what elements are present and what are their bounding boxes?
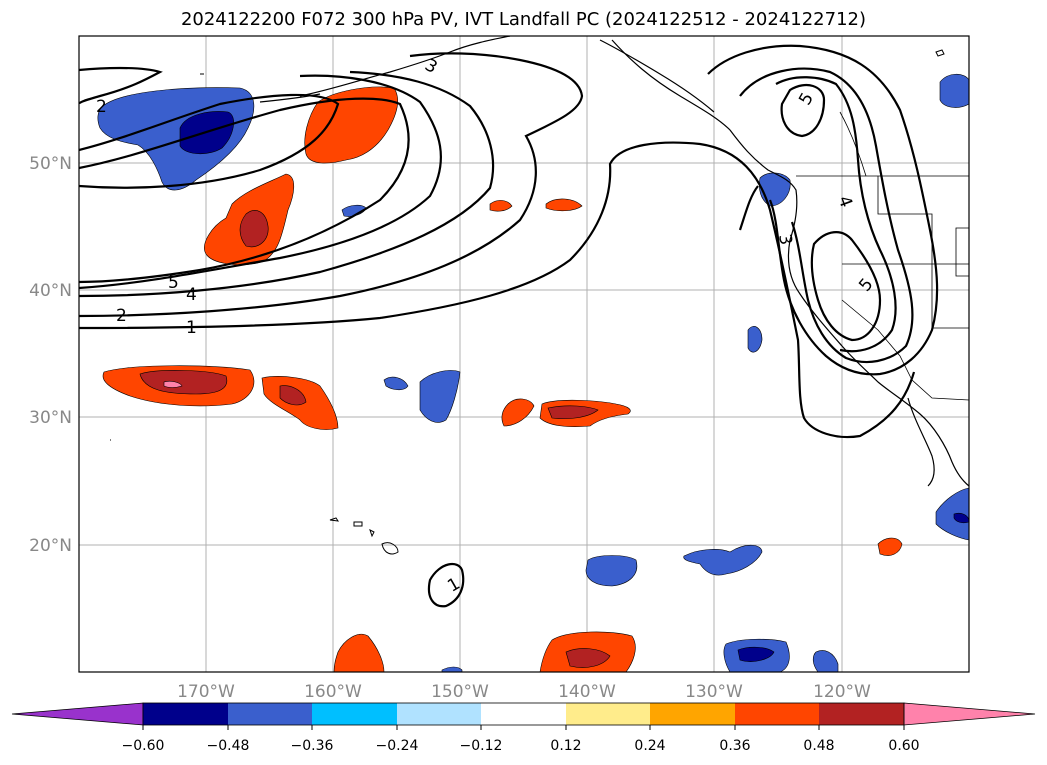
colorbar-tick: −0.24 [376, 738, 419, 754]
colorbar-tick: −0.48 [207, 738, 250, 754]
colorbar-tick: 0.60 [888, 738, 919, 754]
ivt-contours [79, 44, 939, 608]
lon-label: 120°W [813, 682, 871, 702]
colorbar: −0.60 −0.48 −0.36 −0.24 −0.12 0.12 0.24 … [11, 702, 1036, 754]
colorbar-tick: 0.12 [550, 738, 581, 754]
colorbar-tick: 0.36 [719, 738, 750, 754]
islands [110, 49, 945, 555]
contour-label: 1 [186, 318, 197, 338]
map-frame [78, 35, 970, 673]
lon-label: 130°W [685, 682, 743, 702]
lat-label: 20°N [29, 536, 72, 556]
lon-label: 140°W [558, 682, 616, 702]
colorbar-segment [143, 703, 228, 725]
longitude-labels: 170°W 160°W 150°W 140°W 130°W 120°W [177, 682, 871, 702]
colorbar-segment [650, 703, 735, 725]
contour-label: 5 [168, 273, 179, 293]
map-content: 5 4 2 1 5 5 4 3 1 3 2 [79, 36, 969, 672]
contour-label: 4 [186, 285, 197, 305]
lon-label: 170°W [177, 682, 235, 702]
lat-label: 30°N [29, 408, 72, 428]
contour-label: 5 [795, 89, 818, 108]
contour-label: 3 [774, 233, 796, 247]
colorbar-segment [312, 703, 397, 725]
colorbar-segment [566, 703, 650, 725]
negative-pv-anomalies [97, 73, 969, 672]
colorbar-tick: 0.48 [803, 738, 834, 754]
colorbar-tick: −0.12 [460, 738, 503, 754]
colorbar-tick: −0.36 [291, 738, 334, 754]
map-title: 2024122200 F072 300 hPa PV, IVT Landfall… [180, 9, 867, 30]
colorbar-segment [735, 703, 819, 725]
lon-label: 150°W [431, 682, 489, 702]
positive-pv-anomalies [102, 86, 903, 672]
lon-label: 160°W [304, 682, 362, 702]
lat-label: 50°N [29, 154, 72, 174]
contour-label: 2 [96, 97, 107, 117]
lat-label: 40°N [29, 281, 72, 301]
borders [796, 111, 969, 401]
colorbar-extend-min [11, 702, 144, 726]
colorbar-segment [228, 703, 312, 725]
contour-label: 4 [834, 193, 856, 210]
colorbar-tick: −0.60 [122, 738, 165, 754]
colorbar-tick: 0.24 [634, 738, 665, 754]
latitude-labels: 50°N 40°N 30°N 20°N [29, 154, 72, 556]
contour-label: 3 [421, 55, 440, 78]
contour-label: 2 [116, 306, 127, 326]
colorbar-segment [819, 703, 904, 725]
colorbar-extend-max [903, 702, 1036, 726]
colorbar-segment [397, 703, 481, 725]
colorbar-segment [481, 703, 566, 725]
